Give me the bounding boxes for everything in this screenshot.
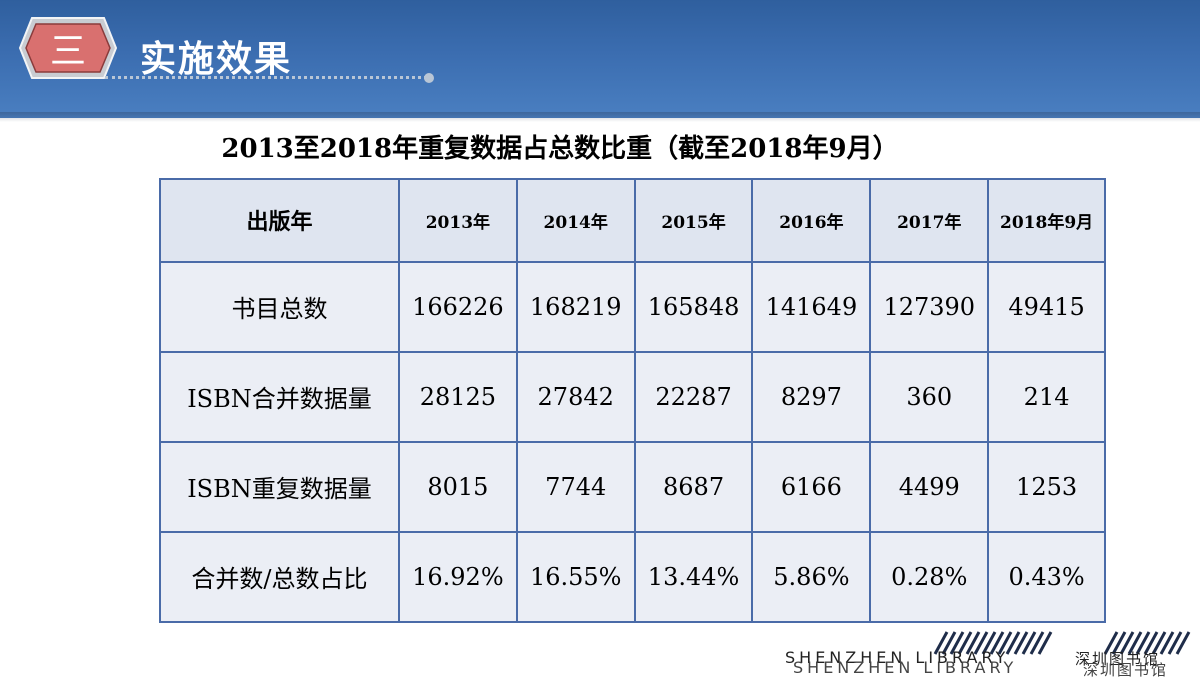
hexagon-badge-icon — [18, 17, 118, 79]
table-cell: 214 — [987, 350, 1106, 443]
logo-text-en: SHENZHEN LIBRARY — [785, 648, 1010, 667]
table-cell: 28125 — [397, 350, 518, 443]
data-table: 出版年 2013年 2014年 2015年 2016年 2017年 2018年9… — [159, 178, 1106, 624]
logo-text-en-shadow: SHENZHEN LIBRARY — [793, 658, 1018, 677]
table-cell: 5.86% — [751, 530, 872, 624]
table-cell: 8687 — [633, 440, 754, 533]
column-header: 2018年9月 — [987, 178, 1106, 263]
table-row: ISBN合并数据量 28125 27842 22287 8297 360 214 — [159, 350, 1106, 443]
table-cell: 8015 — [397, 440, 518, 533]
table-title: 2013至2018年重复数据占总数比重（截至2018年9月） — [221, 134, 899, 164]
table-row: ISBN重复数据量 8015 7744 8687 6166 4499 1253 — [159, 440, 1106, 533]
table-row: 合并数/总数占比 16.92% 16.55% 13.44% 5.86% 0.28… — [159, 530, 1106, 624]
table-cell: 49415 — [987, 260, 1106, 353]
logo-text-cn-shadow: 深圳图书馆 — [1083, 661, 1169, 679]
column-header: 2014年 — [515, 178, 636, 263]
row-label: 书目总数 — [159, 260, 400, 353]
header-banner — [0, 0, 1200, 118]
row-label: ISBN重复数据量 — [159, 440, 400, 533]
library-stripes-icon — [933, 631, 1191, 655]
table-cell: 1253 — [987, 440, 1106, 533]
table-cell: 166226 — [397, 260, 518, 353]
table-cell: 16.92% — [397, 530, 518, 624]
table-cell: 165848 — [633, 260, 754, 353]
table-cell: 22287 — [633, 350, 754, 443]
library-logo: SHENZHEN LIBRARY SHENZHEN LIBRARY 深圳图书馆 … — [785, 628, 1200, 679]
column-header: 2016年 — [751, 178, 872, 263]
row-label: 合并数/总数占比 — [159, 530, 400, 624]
column-header: 出版年 — [159, 178, 400, 263]
table-cell: 127390 — [869, 260, 990, 353]
section-title: 实施效果 — [140, 39, 293, 80]
logo-text-cn: 深圳图书馆 — [1075, 650, 1161, 668]
table-cell: 27842 — [515, 350, 636, 443]
table-cell: 0.28% — [869, 530, 990, 624]
table-cell: 360 — [869, 350, 990, 443]
column-header: 2015年 — [633, 178, 754, 263]
table-cell: 0.43% — [987, 530, 1106, 624]
table-cell: 168219 — [515, 260, 636, 353]
title-dotted-line — [105, 76, 427, 79]
table-cell: 7744 — [515, 440, 636, 533]
table-cell: 4499 — [869, 440, 990, 533]
header-shadow — [0, 112, 1200, 122]
section-number: 三 — [49, 31, 86, 72]
table-cell: 16.55% — [515, 530, 636, 624]
column-header: 2013年 — [397, 178, 518, 263]
column-header: 2017年 — [869, 178, 990, 263]
table-cell: 6166 — [751, 440, 872, 533]
table-row: 书目总数 166226 168219 165848 141649 127390 … — [159, 260, 1106, 353]
table-header-row: 出版年 2013年 2014年 2015年 2016年 2017年 2018年9… — [159, 178, 1106, 263]
title-dotted-line-end — [424, 73, 434, 83]
table-cell: 141649 — [751, 260, 872, 353]
table-cell: 13.44% — [633, 530, 754, 624]
table-cell: 8297 — [751, 350, 872, 443]
section-number-badge: 三 — [18, 16, 118, 80]
row-label: ISBN合并数据量 — [159, 350, 400, 443]
